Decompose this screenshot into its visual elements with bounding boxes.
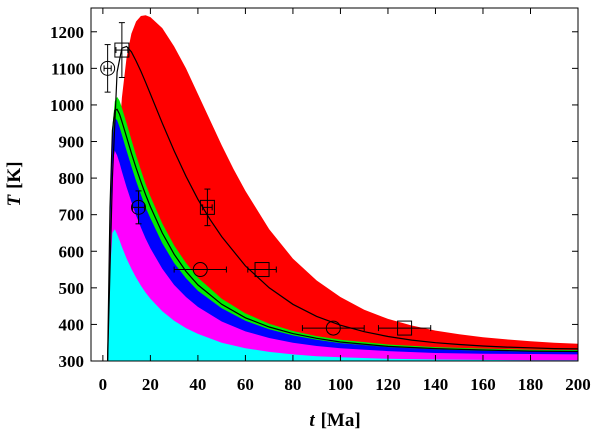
curve-1: [107, 108, 578, 361]
circle-marker: [192, 262, 208, 278]
x-tick-label: 180: [518, 375, 544, 394]
x-tick-label: 60: [237, 375, 254, 394]
y-tick-label: 900: [59, 133, 85, 152]
y-tick-label: 300: [59, 352, 85, 371]
band-5: [107, 229, 578, 361]
square-marker: [114, 42, 130, 58]
x-tick-label: 140: [423, 375, 449, 394]
band-1: [107, 15, 578, 361]
y-tick-label: 800: [59, 169, 85, 188]
x-axis-label: t [Ma]: [309, 410, 360, 431]
square-point-4: [377, 320, 432, 336]
x-tick-label: 80: [284, 375, 301, 394]
y-tick-label: 1200: [50, 23, 84, 42]
y-tick-label: 1100: [51, 59, 84, 78]
data-points: [100, 22, 432, 336]
curve-2: [107, 45, 578, 361]
x-tick-label: 120: [375, 375, 401, 394]
y-axis-ticks: 300 400 500 600 700 800 900 1000 1100 1200: [50, 23, 578, 371]
x-tick-label: 40: [189, 375, 206, 394]
circle-point-2: [131, 190, 147, 225]
y-tick-label: 400: [59, 315, 85, 334]
square-marker: [254, 262, 270, 278]
circle-marker: [325, 320, 341, 336]
y-tick-label: 700: [59, 206, 85, 225]
x-tick-label: 200: [565, 375, 591, 394]
square-point-3: [247, 262, 277, 278]
y-axis-label: T [K]: [4, 161, 25, 206]
plot-frame: [90, 7, 579, 362]
x-axis-symbol: t: [309, 410, 315, 431]
square-marker: [397, 320, 413, 336]
circle-point-1: [100, 44, 116, 93]
square-marker: [199, 199, 215, 215]
y-tick-label: 600: [59, 242, 85, 261]
x-tick-label: 100: [328, 375, 354, 394]
circle-marker: [100, 60, 116, 76]
y-tick-label: 1000: [50, 96, 84, 115]
model-curves: [107, 45, 578, 361]
circle-point-3: [173, 262, 227, 278]
x-tick-label: 0: [99, 375, 108, 394]
y-axis-unit: [K]: [4, 161, 25, 188]
square-point-1: [114, 22, 130, 79]
x-tick-label: 20: [142, 375, 159, 394]
x-tick-label: 160: [470, 375, 496, 394]
square-point-2: [199, 188, 215, 227]
x-axis-unit: [Ma]: [321, 410, 361, 431]
y-axis-symbol: T: [4, 194, 25, 207]
y-tick-label: 500: [59, 279, 85, 298]
x-axis-ticks: 0 20 40 60 80 100 120 140 160 180 200: [99, 8, 591, 394]
circle-point-4: [301, 320, 365, 336]
area-bands: [107, 15, 578, 361]
circle-marker: [131, 199, 147, 215]
